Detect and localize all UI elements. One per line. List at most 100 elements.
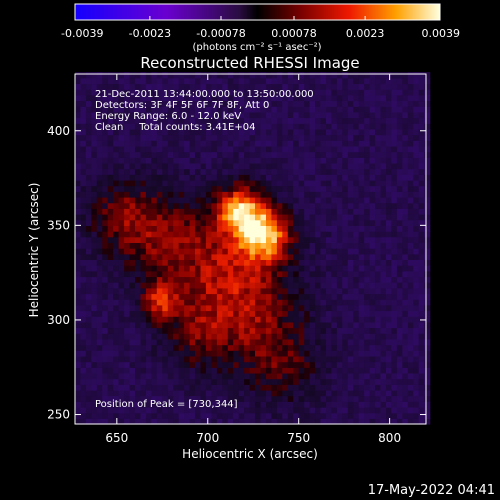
heatmap-cell — [113, 316, 120, 323]
heatmap-cell — [255, 236, 262, 243]
heatmap-cell — [75, 225, 82, 232]
heatmap-cell — [233, 276, 240, 283]
heatmap-cell — [211, 89, 218, 96]
heatmap-cell — [233, 94, 240, 102]
heatmap-cell — [331, 378, 338, 385]
heatmap-cell — [386, 316, 393, 323]
heatmap-cell — [391, 208, 398, 215]
heatmap-cell — [407, 106, 414, 113]
heatmap-cell — [227, 179, 234, 187]
heatmap-cell — [347, 361, 354, 368]
heatmap-cell — [304, 253, 311, 260]
heatmap-cell — [424, 401, 431, 408]
heatmap-cell — [107, 106, 114, 113]
heatmap-cell — [331, 168, 338, 175]
heatmap-cell — [102, 282, 109, 289]
heatmap-cell — [364, 418, 371, 425]
heatmap-cell — [238, 367, 245, 374]
heatmap-cell — [233, 151, 240, 158]
heatmap-cell — [276, 276, 283, 283]
heatmap-cell — [151, 208, 158, 215]
heatmap-cell — [249, 145, 256, 153]
heatmap-cell — [244, 355, 251, 363]
heatmap-cell — [195, 327, 202, 334]
heatmap-cell — [309, 389, 316, 397]
heatmap-cell — [358, 185, 365, 192]
heatmap-cell — [353, 231, 360, 238]
heatmap-cell — [140, 253, 147, 260]
heatmap-cell — [135, 248, 142, 255]
heatmap-cell — [113, 327, 120, 334]
heatmap-cell — [336, 338, 343, 346]
heatmap-cell — [380, 333, 387, 340]
heatmap-cell — [293, 197, 300, 204]
heatmap-cell — [342, 253, 349, 260]
heatmap-cell — [135, 293, 142, 300]
heatmap-cell — [107, 248, 114, 255]
heatmap-cell — [260, 145, 267, 153]
heatmap-cell — [353, 270, 360, 278]
heatmap-cell — [249, 168, 256, 175]
heatmap-cell — [118, 225, 125, 232]
heatmap-cell — [326, 157, 333, 164]
heatmap-cell — [135, 310, 142, 317]
heatmap-cell — [386, 236, 393, 243]
heatmap-cell — [135, 344, 142, 351]
heatmap-cell — [118, 293, 125, 300]
heatmap-cell — [233, 83, 240, 90]
heatmap-cell — [413, 276, 420, 283]
heatmap-cell — [162, 276, 169, 283]
heatmap-cell — [369, 287, 376, 295]
heatmap-cell — [200, 270, 207, 278]
heatmap-cell — [282, 202, 289, 209]
heatmap-cell — [91, 191, 98, 198]
heatmap-cell — [424, 361, 431, 368]
heatmap-cell — [129, 299, 136, 306]
heatmap-cell — [320, 106, 327, 113]
heatmap-cell — [113, 117, 120, 124]
heatmap-cell — [276, 338, 283, 346]
heatmap-cell — [271, 162, 278, 170]
heatmap-cell — [189, 276, 196, 283]
heatmap-cell — [75, 77, 82, 85]
heatmap-cell — [391, 117, 398, 124]
heatmap-cell — [271, 236, 278, 243]
heatmap-cell — [227, 248, 234, 255]
heatmap-cell — [386, 372, 393, 380]
heatmap-cell — [249, 83, 256, 90]
heatmap-cell — [326, 236, 333, 243]
heatmap-cell — [304, 236, 311, 243]
heatmap-cell — [255, 355, 262, 363]
heatmap-cell — [205, 77, 212, 85]
heatmap-cell — [233, 197, 240, 204]
heatmap-cell — [260, 123, 267, 130]
heatmap-cell — [402, 140, 409, 147]
heatmap-cell — [342, 276, 349, 283]
heatmap-cell — [260, 162, 267, 170]
heatmap-cell — [80, 123, 87, 130]
heatmap-cell — [320, 225, 327, 232]
heatmap-cell — [178, 123, 185, 130]
heatmap-cell — [424, 327, 431, 334]
heatmap-cell — [91, 304, 98, 312]
heatmap-cell — [96, 72, 103, 79]
heatmap-cell — [369, 310, 376, 317]
heatmap-cell — [189, 128, 196, 136]
heatmap-cell — [162, 407, 169, 414]
heatmap-cell — [200, 293, 207, 300]
heatmap-cell — [413, 361, 420, 368]
heatmap-cell — [244, 389, 251, 397]
heatmap-cell — [304, 265, 311, 272]
heatmap-cell — [124, 355, 131, 363]
heatmap-cell — [156, 270, 163, 278]
heatmap-cell — [211, 253, 218, 260]
heatmap-cell — [336, 333, 343, 340]
heatmap-cell — [336, 123, 343, 130]
heatmap-cell — [211, 299, 218, 306]
heatmap-cell — [407, 83, 414, 90]
heatmap-cell — [140, 117, 147, 124]
heatmap-cell — [140, 344, 147, 351]
heatmap-cell — [156, 111, 163, 119]
heatmap-cell — [320, 418, 327, 425]
heatmap-cell — [162, 293, 169, 300]
